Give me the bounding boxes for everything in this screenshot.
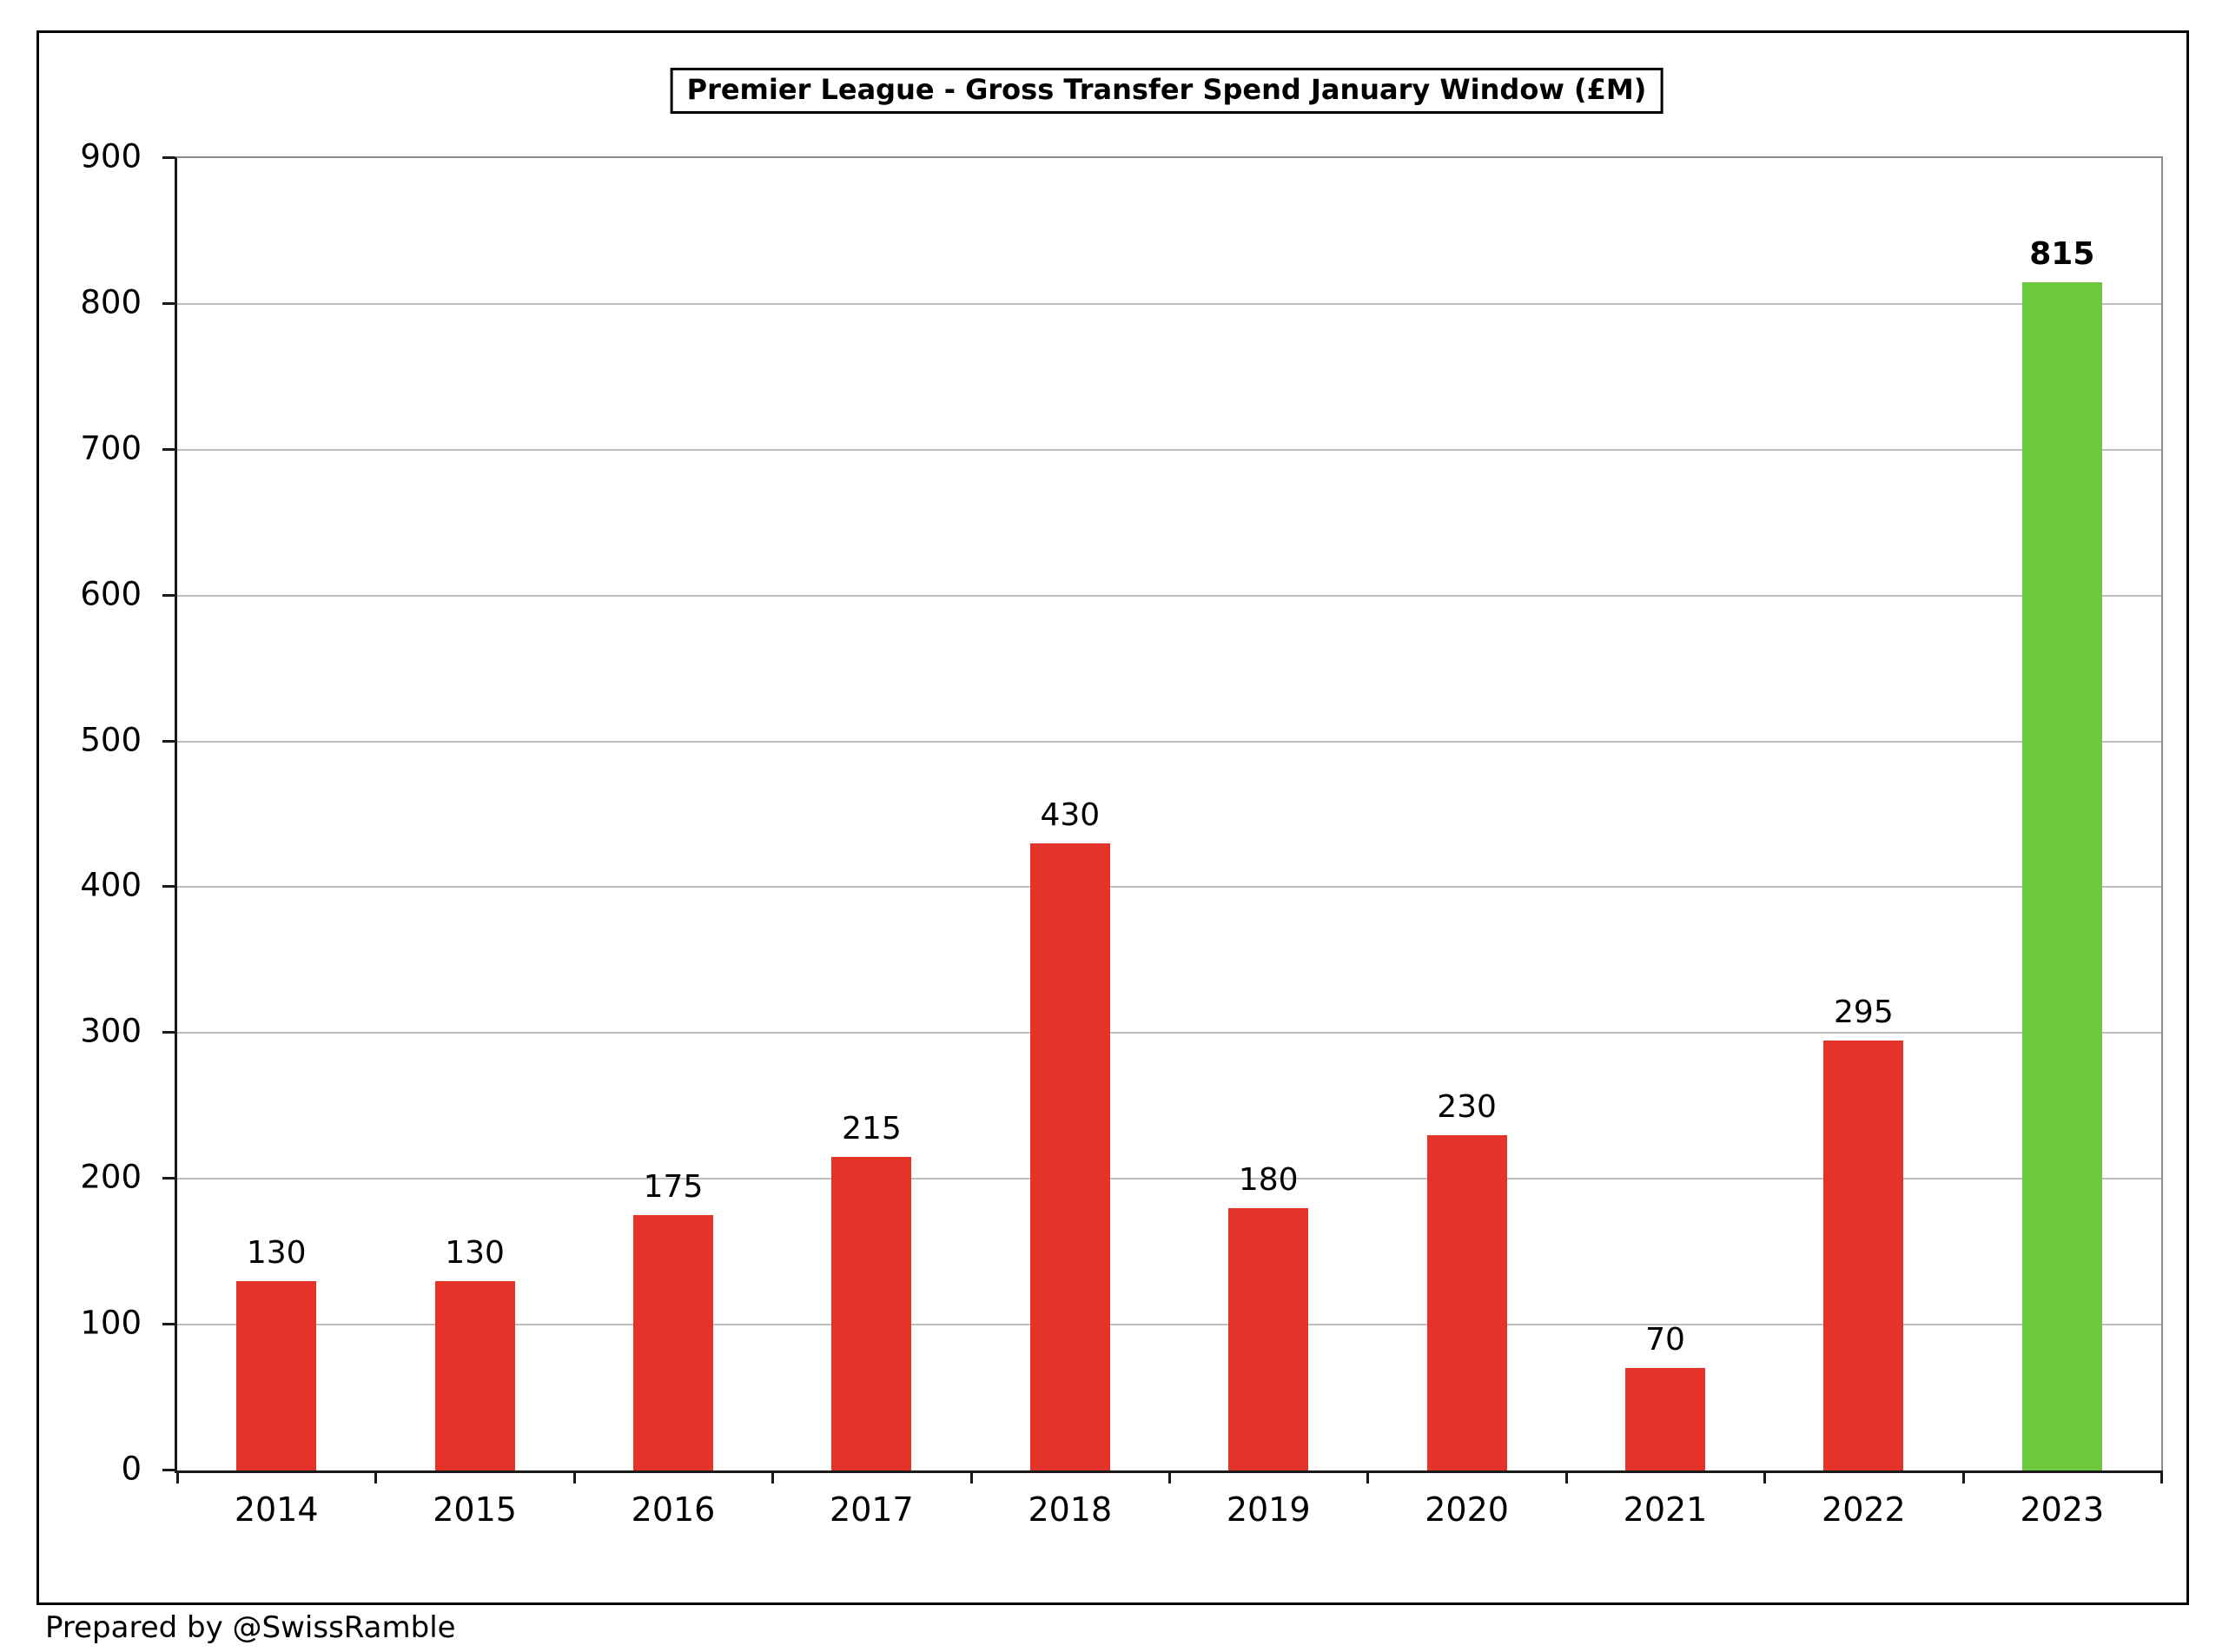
gridline-200	[177, 1178, 2161, 1180]
x-axis-label-2017: 2017	[830, 1490, 914, 1529]
x-tick-mark-7	[1564, 1470, 1568, 1483]
y-tick-label-600: 600	[80, 575, 142, 613]
y-tick-mark-100	[162, 1323, 175, 1326]
x-tick-mark-9	[1961, 1470, 1965, 1483]
x-axis-label-2022: 2022	[1822, 1490, 1906, 1529]
x-tick-mark-2	[572, 1470, 576, 1483]
bar-value-label-2016: 175	[643, 1169, 704, 1206]
bar-2017	[831, 1157, 912, 1470]
bar-value-label-2014: 130	[246, 1234, 307, 1271]
chart-frame: Premier League - Gross Transfer Spend Ja…	[36, 30, 2189, 1605]
bar-value-label-2017: 215	[842, 1111, 902, 1147]
gridline-800	[177, 302, 2161, 305]
y-tick-label-400: 400	[80, 866, 142, 904]
bar-2019	[1228, 1207, 1309, 1470]
bar-2021	[1625, 1368, 1705, 1470]
x-tick-mark-5	[1168, 1470, 1171, 1483]
x-tick-mark-8	[1763, 1470, 1767, 1483]
bar-2020	[1426, 1134, 1507, 1470]
gridline-400	[177, 886, 2161, 889]
bar-value-label-2022: 295	[1834, 994, 1894, 1030]
y-tick-label-300: 300	[80, 1012, 142, 1050]
x-axis-label-2021: 2021	[1623, 1490, 1708, 1529]
y-tick-label-500: 500	[80, 721, 142, 759]
gridline-700	[177, 448, 2161, 451]
bar-value-label-2020: 230	[1437, 1088, 1497, 1125]
y-tick-label-900: 900	[80, 137, 142, 175]
bar-value-label-2023: 815	[2029, 235, 2095, 272]
y-tick-label-800: 800	[80, 283, 142, 321]
y-tick-mark-300	[162, 1031, 175, 1034]
y-tick-mark-200	[162, 1177, 175, 1180]
bar-2015	[434, 1280, 515, 1470]
x-tick-mark-10	[2160, 1470, 2163, 1483]
y-tick-label-0: 0	[121, 1450, 142, 1488]
y-tick-mark-800	[162, 301, 175, 305]
bar-value-label-2019: 180	[1238, 1161, 1299, 1198]
x-tick-mark-6	[1366, 1470, 1370, 1483]
bar-2022	[1823, 1040, 1904, 1470]
y-tick-label-200: 200	[80, 1158, 142, 1196]
gridline-600	[177, 594, 2161, 597]
bar-value-label-2018: 430	[1040, 797, 1101, 834]
gridline-100	[177, 1324, 2161, 1326]
gridline-500	[177, 740, 2161, 743]
x-axis-label-2019: 2019	[1226, 1490, 1311, 1529]
y-tick-mark-0	[162, 1469, 175, 1471]
y-tick-mark-600	[162, 593, 175, 597]
footer-credit: Prepared by @SwissRamble	[45, 1610, 456, 1645]
chart-title: Premier League - Gross Transfer Spend Ja…	[670, 68, 1663, 115]
x-tick-mark-1	[374, 1470, 378, 1483]
x-axis-label-2020: 2020	[1425, 1490, 1509, 1529]
x-tick-mark-0	[176, 1470, 179, 1483]
x-tick-mark-4	[969, 1470, 973, 1483]
bar-value-label-2015: 130	[445, 1234, 505, 1271]
x-axis-label-2018: 2018	[1028, 1490, 1113, 1529]
bar-2016	[633, 1215, 713, 1470]
x-axis-label-2023: 2023	[2020, 1490, 2105, 1529]
y-tick-mark-700	[162, 447, 175, 451]
y-axis: 0 100 200 300 400 500 600 700 800 900	[39, 141, 142, 1485]
y-tick-mark-400	[162, 885, 175, 889]
y-tick-label-100: 100	[80, 1304, 142, 1342]
y-tick-label-700: 700	[80, 429, 142, 467]
x-axis-label-2015: 2015	[433, 1490, 517, 1529]
y-tick-mark-500	[162, 739, 175, 743]
bar-2018	[1029, 843, 1110, 1470]
bar-2023	[2021, 281, 2102, 1470]
x-axis-label-2014: 2014	[234, 1490, 319, 1529]
plot-area: 130 2014 130 2015 175 2016 215 2017 430 2018 180 20…	[162, 156, 2163, 1526]
bar-2014	[236, 1280, 317, 1470]
gridline-300	[177, 1032, 2161, 1034]
x-tick-mark-3	[771, 1470, 775, 1483]
x-axis-label-2016: 2016	[631, 1490, 716, 1529]
bar-value-label-2021: 70	[1645, 1322, 1685, 1358]
y-tick-mark-900	[162, 156, 175, 159]
